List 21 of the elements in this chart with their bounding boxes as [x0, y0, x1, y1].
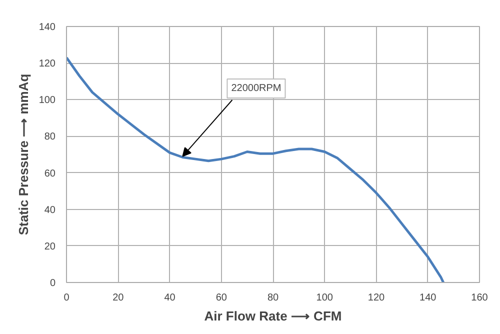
y-tick-label: 60 — [44, 168, 56, 180]
y-tick-label: 80 — [44, 132, 56, 143]
x-tick-label: 60 — [216, 292, 228, 304]
y-axis-title: Static Pressure ⟶ mmAq — [16, 74, 31, 236]
x-tick-label: 120 — [368, 292, 386, 304]
x-tick-label: 160 — [471, 292, 488, 304]
y-tick-label: 40 — [44, 204, 56, 216]
y-tick-label: 100 — [38, 95, 56, 106]
x-tick-label: 140 — [420, 292, 437, 304]
annotation: 22000RPM — [231, 83, 282, 94]
line-series — [66, 56, 445, 282]
x-tick-label: 80 — [267, 292, 279, 304]
y-tick-label: 140 — [38, 22, 56, 33]
x-tick-label: 100 — [316, 292, 334, 304]
y-tick-label: 20 — [44, 241, 56, 252]
x-tick-label: 0 — [64, 292, 70, 304]
x-axis-title: Air Flow Rate ⟶ CFM — [204, 308, 342, 324]
x-tick-label: 40 — [164, 292, 176, 304]
x-tick-label: 20 — [112, 292, 124, 304]
y-tick-label: 120 — [38, 58, 56, 70]
y-tick-label: 0 — [50, 278, 56, 289]
